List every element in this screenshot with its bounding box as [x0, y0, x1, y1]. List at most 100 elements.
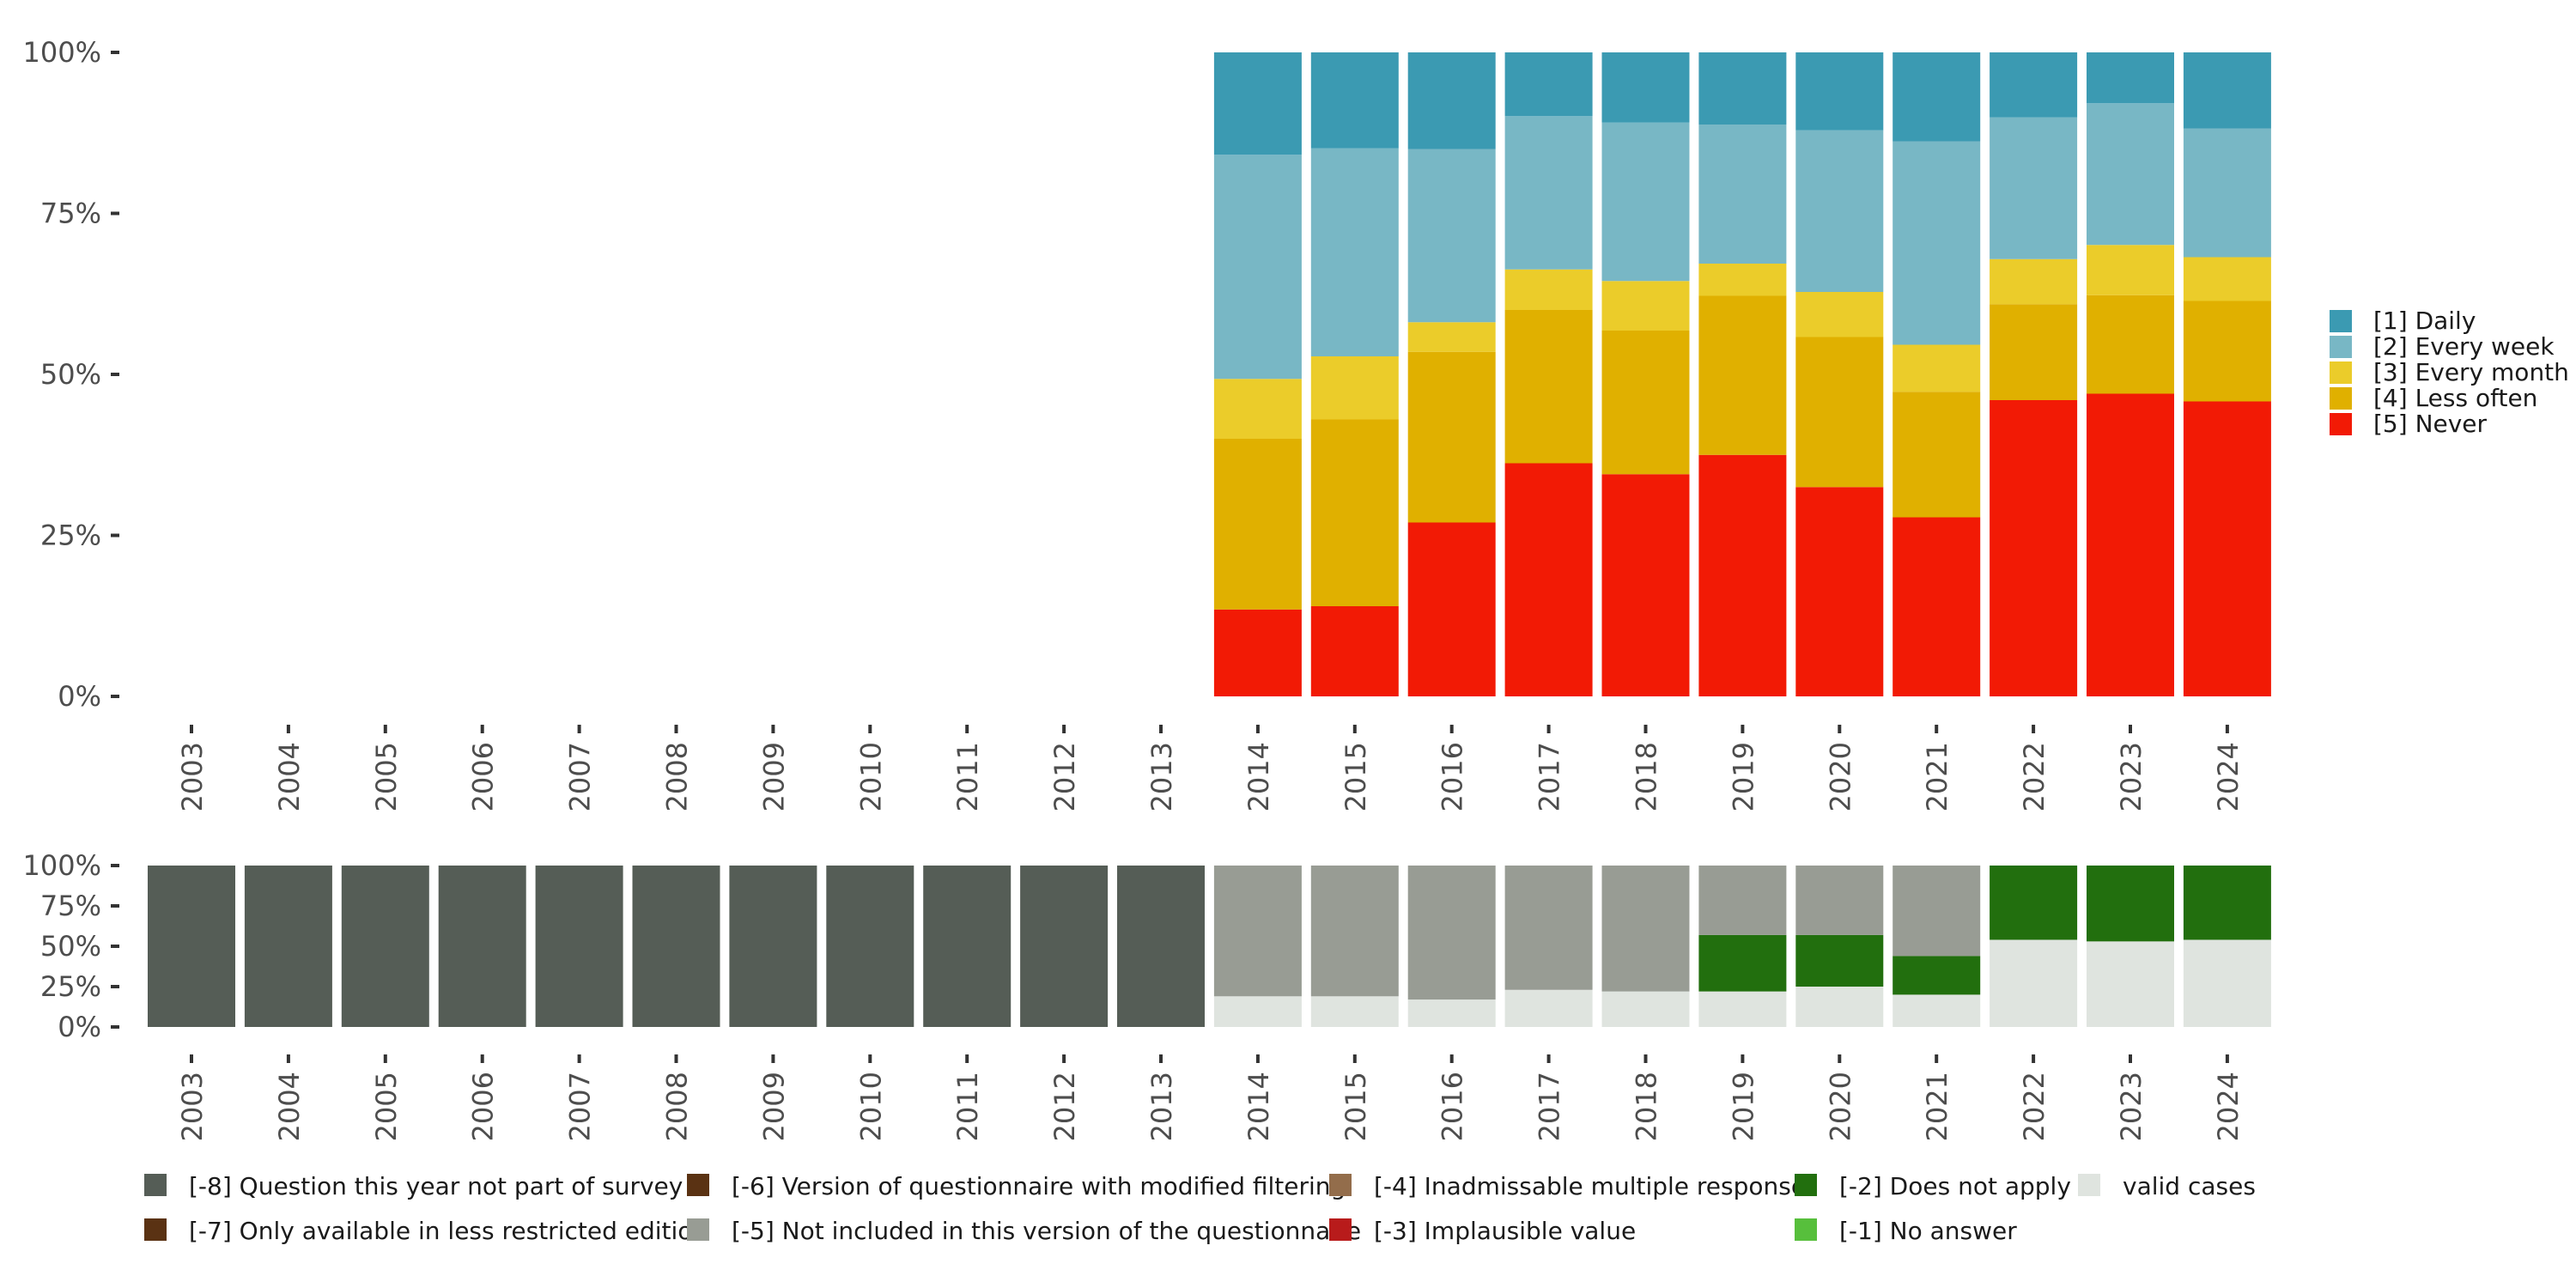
legend-swatch	[687, 1218, 709, 1241]
x-tick-label: 2009	[757, 742, 790, 811]
bar-segment	[1990, 304, 2078, 400]
bar-segment	[1601, 331, 1690, 475]
bar-segment	[1504, 866, 1593, 990]
x-tick-label: 2010	[854, 742, 887, 811]
legend-label: [1] Daily	[2373, 307, 2476, 335]
bar-segment	[923, 866, 1012, 1027]
x-tick-label: 2017	[1534, 1072, 1566, 1141]
legend-bottom: [-8] Question this year not part of surv…	[144, 1172, 2256, 1245]
bar-segment	[1893, 866, 1981, 957]
legend-label: [-1] No answer	[1839, 1217, 2017, 1245]
x-tick-label: 2006	[467, 742, 500, 811]
bar-segment	[1893, 956, 1981, 995]
bar-segment	[1795, 934, 1884, 987]
bar-segment	[2183, 939, 2271, 1027]
bar-segment	[1213, 155, 1302, 380]
bar-segment	[1601, 474, 1690, 696]
bar-segment	[1213, 866, 1302, 997]
x-tick-label: 2019	[1727, 1072, 1759, 1141]
legend-label: [-6] Version of questionnaire with modif…	[732, 1172, 1346, 1200]
y-tick-label: 75%	[40, 890, 101, 922]
bar-segment	[1020, 866, 1109, 1027]
bar-segment	[2087, 393, 2174, 696]
bar-segment	[1795, 130, 1884, 292]
bar-segment	[1601, 281, 1690, 331]
x-tick-label: 2004	[273, 1072, 306, 1141]
top-chart-panel: 0% 25% 50% 75% 100% 2003 2004 2005 2006 2007 2008 2…	[23, 36, 2271, 811]
bar-segment	[2087, 941, 2174, 1027]
legend-label: [-4] Inadmissable multiple response	[1374, 1172, 1806, 1200]
bar-segment	[2087, 52, 2174, 104]
x-tick-label: 2014	[1242, 742, 1275, 811]
bar-segment	[1504, 116, 1593, 270]
x-tick-label: 2014	[1242, 1072, 1275, 1141]
bar-segment	[1990, 939, 2078, 1027]
legend-swatch	[1329, 1174, 1352, 1196]
x-tick-label: 2024	[2212, 1072, 2245, 1141]
y-tick-label: 50%	[40, 930, 101, 963]
x-tick-label: 2013	[1145, 742, 1178, 811]
bar-segment	[1893, 392, 1981, 518]
bar-segment	[2183, 128, 2271, 258]
bar-segment	[1795, 866, 1884, 935]
x-tick-label: 2021	[1921, 742, 1953, 811]
bar-segment	[1990, 258, 2078, 305]
x-tick-label: 2012	[1048, 742, 1081, 811]
bar-segment	[535, 866, 623, 1027]
bar-segment	[1407, 149, 1496, 323]
legend-swatch	[1795, 1174, 1817, 1196]
bar-segment	[1698, 991, 1787, 1027]
x-tick-label: 2021	[1921, 1072, 1953, 1141]
bar-segment	[341, 866, 429, 1027]
bar-segment	[1310, 866, 1399, 997]
bar-segment	[826, 866, 914, 1027]
bar-segment	[1893, 994, 1981, 1027]
legend-label: valid cases	[2123, 1172, 2256, 1200]
bar-segment	[1213, 379, 1302, 439]
legend-swatch	[144, 1174, 167, 1196]
legend-swatch	[1329, 1218, 1352, 1241]
bar-segment	[1213, 439, 1302, 610]
bar-segment	[244, 866, 332, 1027]
legend-label: [3] Every month	[2373, 358, 2569, 386]
bar-segment	[1601, 122, 1690, 282]
x-tick-label: 2018	[1631, 1072, 1663, 1141]
bar-segment	[1504, 269, 1593, 310]
bar-segment	[1698, 866, 1787, 935]
bar-segment	[1698, 454, 1787, 696]
bar-segment	[2087, 866, 2174, 942]
legend-swatch	[2078, 1174, 2100, 1196]
x-tick-label: 2011	[951, 742, 984, 811]
bar-segment	[1893, 517, 1981, 696]
bar-segment	[1795, 52, 1884, 131]
bar-segment	[1310, 148, 1399, 356]
legend-label: [-8] Question this year not part of surv…	[189, 1172, 683, 1200]
legend-swatch	[1795, 1218, 1817, 1241]
bar-segment	[1795, 292, 1884, 337]
bar-segment	[1213, 996, 1302, 1027]
legend-label: [-5] Not included in this version of the…	[732, 1217, 1361, 1245]
x-tick-label: 2013	[1145, 1072, 1178, 1141]
x-tick-label: 2007	[564, 742, 597, 811]
bar-segment	[2087, 103, 2174, 246]
legend-swatch	[2330, 310, 2352, 332]
x-tick-label: 2007	[564, 1072, 597, 1141]
legend-label: [-2] Does not apply	[1839, 1172, 2071, 1200]
bar-segment	[2183, 866, 2271, 940]
bar-segment	[729, 866, 817, 1027]
x-tick-label: 2020	[1824, 1072, 1856, 1141]
bar-segment	[1698, 125, 1787, 264]
bar-segment	[2183, 257, 2271, 301]
x-tick-label: 2022	[2018, 1072, 2050, 1141]
bar-segment	[1310, 419, 1399, 606]
x-tick-label: 2016	[1437, 1072, 1469, 1141]
bar-segment	[1407, 522, 1496, 696]
bar-segment	[1893, 141, 1981, 345]
bar-segment	[1310, 996, 1399, 1027]
x-tick-label: 2023	[2115, 1072, 2148, 1141]
legend-swatch	[2330, 413, 2352, 435]
bar-segment	[1698, 264, 1787, 296]
legend-label: [-3] Implausible value	[1374, 1217, 1636, 1245]
bar-segment	[1213, 609, 1302, 696]
bar-segment	[438, 866, 526, 1027]
